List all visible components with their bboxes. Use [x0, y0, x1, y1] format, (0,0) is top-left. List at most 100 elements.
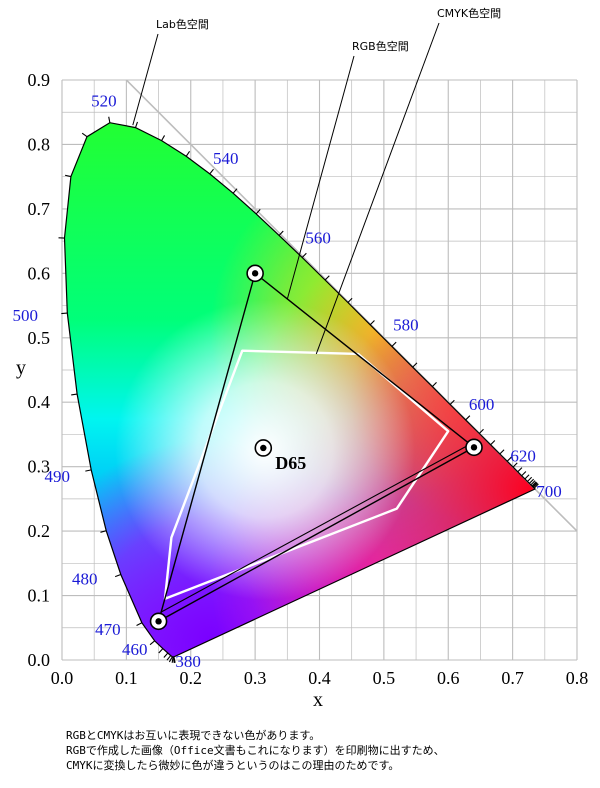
wavelength-label: 380: [175, 652, 201, 671]
locus-tick: [517, 467, 523, 473]
locus-tick: [506, 456, 512, 462]
locus-tick: [81, 132, 88, 138]
y-tick-label: 0.2: [28, 521, 51, 541]
locus-tick: [369, 320, 375, 326]
white-point-marker-dot: [260, 444, 267, 452]
locus-tick: [512, 462, 518, 468]
y-tick-label: 0.9: [28, 70, 51, 90]
locus-tick: [71, 393, 78, 396]
wavelength-label: 520: [91, 92, 117, 111]
rgb-primary-marker-dot: [470, 444, 478, 451]
locus-tick: [324, 275, 330, 281]
wavelength-label: 620: [510, 446, 536, 465]
locus-tick: [166, 655, 172, 661]
locus-tick: [278, 230, 284, 236]
locus-tick: [533, 483, 539, 489]
annotation-label: RGB色空間: [352, 39, 409, 53]
locus-tick: [158, 648, 164, 654]
spectral-locus-ticks: [58, 116, 539, 663]
locus-tick: [465, 415, 471, 421]
locus-tick: [530, 480, 536, 486]
locus-tick: [232, 188, 238, 194]
locus-tick: [134, 121, 139, 128]
locus-tick: [85, 469, 92, 472]
annotation-label: CMYK色空間: [437, 6, 501, 20]
locus-tick: [100, 530, 107, 533]
y-tick-label: 0.8: [28, 134, 51, 154]
locus-tick: [531, 481, 537, 487]
rgb-gamut-inner-edge: [160, 444, 469, 613]
locus-tick: [521, 471, 527, 477]
wavelength-label: 490: [44, 467, 70, 486]
locus-tick: [163, 652, 169, 658]
annotation-leader: [286, 55, 355, 300]
x-tick-label: 0.6: [437, 668, 460, 688]
locus-tick: [108, 116, 111, 123]
locus-tick: [64, 174, 72, 178]
locus-tick: [171, 656, 174, 663]
annotations: Lab色空間 RGB色空間 CMYK色空間: [132, 6, 501, 355]
cie-chromaticity-chart: 0.0 0.1 0.2 0.3 0.4 0.5 0.6 0.7 0.8 0.0 0.1 0.2 0.3 0…: [13, 6, 589, 711]
y-tick-label: 0.5: [28, 328, 51, 348]
caption-line-3: CMYKに変換したら微妙に色が違うというのはこの理由のためです。: [66, 759, 400, 772]
x-axis-label: x: [313, 689, 323, 711]
annotation-leader: [315, 22, 440, 355]
x-tick-label: 0.7: [501, 668, 524, 688]
locus-tick: [161, 135, 166, 141]
x-tick-label: 0.5: [373, 668, 396, 688]
x-tick-label: 0.4: [308, 668, 331, 688]
locus-tick: [255, 209, 261, 215]
locus-tick: [136, 622, 143, 626]
locus-tick: [490, 440, 496, 446]
x-tick-label: 0.8: [566, 668, 589, 688]
wavelength-label: 480: [72, 569, 98, 588]
locus-tick: [168, 656, 173, 663]
wavelength-label: 460: [122, 640, 148, 659]
caption-line-2: RGBで作成した画像（Office文書もこれになります）を印刷物に出すため、: [66, 744, 445, 757]
locus-tick: [527, 476, 533, 482]
locus-tick: [478, 428, 484, 434]
locus-tick: [524, 474, 530, 480]
locus-tick: [149, 640, 156, 646]
wavelength-label: 700: [536, 482, 562, 501]
locus-tick: [528, 478, 534, 484]
x-tick-label: 0.3: [244, 668, 267, 688]
x-tick-label: 0.0: [51, 668, 74, 688]
x-tick-label: 0.2: [180, 668, 203, 688]
cmyk-gamut-polygon: [163, 349, 450, 600]
annotation-leader: [132, 33, 159, 126]
caption: RGBとCMYKはお互いに表現できない色があります。 RGBで作成した画像（Of…: [66, 728, 586, 773]
locus-tick: [499, 449, 505, 455]
locus-tick: [431, 381, 437, 388]
gamuts: D65: [149, 264, 483, 631]
y-tick-label: 0.6: [28, 263, 51, 283]
locus-tick: [532, 482, 538, 488]
y-tick-label: 0.7: [28, 199, 51, 219]
spectral-locus-outline: [63, 122, 537, 658]
y-axis-label: y: [16, 357, 26, 379]
wavelength-label: 470: [95, 620, 121, 639]
locus-tick: [412, 362, 418, 368]
locus-tick: [449, 399, 455, 405]
locus-tick: [173, 656, 175, 663]
axes: 0.0 0.1 0.2 0.3 0.4 0.5 0.6 0.7 0.8 0.0 0.1 0.2 0.3 0…: [16, 70, 588, 711]
wavelength-label: 560: [305, 229, 331, 248]
locus-tick: [185, 151, 191, 157]
rgb-gamut-polygon: [157, 272, 476, 623]
locus-tick: [301, 252, 307, 258]
y-tick-label: 0.0: [28, 650, 51, 670]
wavelength-label: 580: [393, 315, 419, 334]
wavelength-label: 540: [213, 149, 239, 168]
caption-line-1: RGBとCMYKはお互いに表現できない色があります。: [66, 729, 321, 742]
y-tick-label: 0.4: [28, 392, 51, 412]
locus-tick: [209, 168, 214, 175]
locus-tick: [532, 482, 538, 488]
rgb-primary-marker-dot: [251, 270, 259, 277]
annotation-label: Lab色空間: [156, 17, 209, 31]
rgb-primary-marker-dot: [155, 618, 162, 625]
white-point-label: D65: [275, 453, 306, 473]
locus-tick: [391, 341, 397, 347]
wavelength-label: 600: [469, 395, 495, 414]
locus-tick: [114, 573, 121, 578]
